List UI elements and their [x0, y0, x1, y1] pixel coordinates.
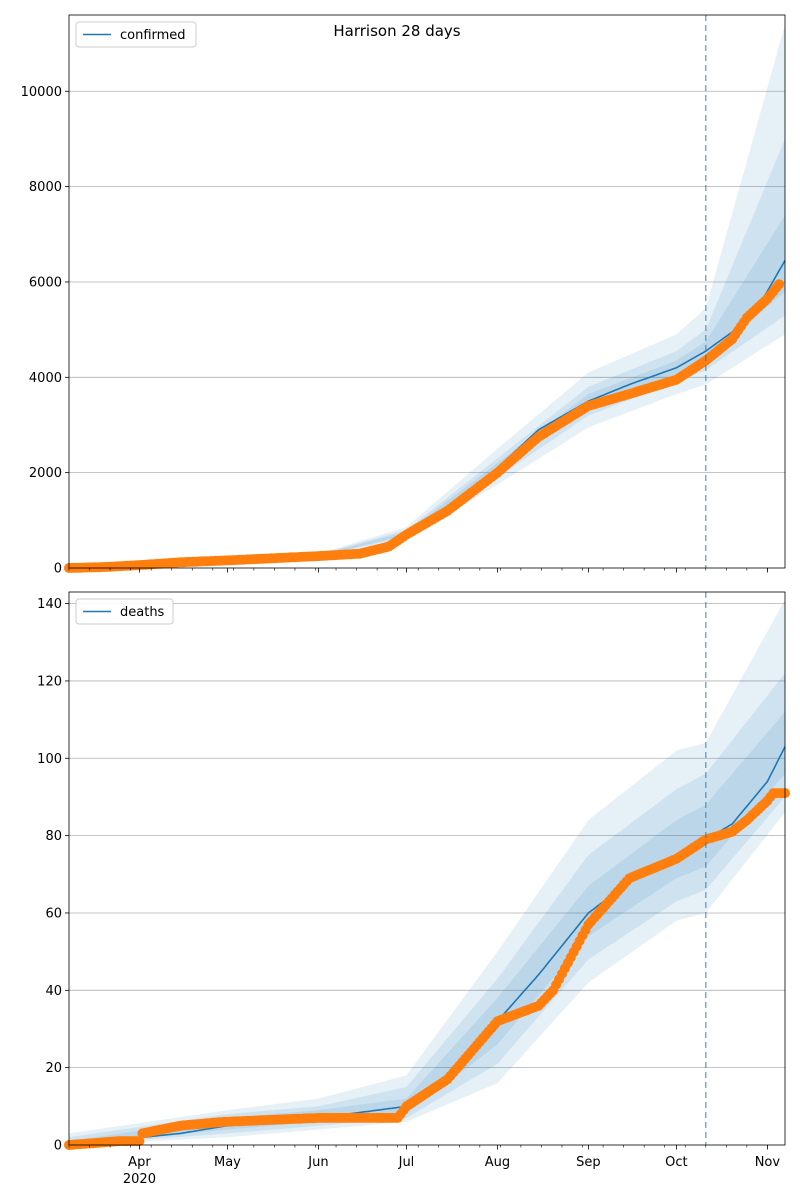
figure-title: Harrison 28 days [333, 22, 460, 40]
legend-label: confirmed [120, 28, 186, 43]
y-tick-label: 4000 [29, 371, 62, 386]
confirmed-panel: 0 2000 4000 6000 8000 10000 confirmed [21, 14, 786, 577]
y-tick-label: 10000 [21, 85, 62, 100]
confidence-band [69, 673, 785, 1145]
x-tick-label: Apr [128, 1155, 151, 1170]
axes-frame [68, 591, 786, 1146]
x-tick-label: Jul [398, 1155, 415, 1170]
y-tick-label: 8000 [29, 180, 62, 195]
observed-point [134, 1136, 145, 1147]
x-year-label: 2020 [123, 1172, 156, 1187]
x-tick-label: Sep [576, 1155, 601, 1170]
observed-point [774, 279, 785, 290]
x-tick-label: Oct [665, 1155, 687, 1170]
legend: deaths [75, 598, 174, 625]
legend-label: deaths [120, 605, 165, 620]
y-tick-label: 80 [45, 829, 62, 844]
legend-box [75, 21, 197, 48]
x-tick-label: Jun [307, 1155, 328, 1170]
y-tick-label: 100 [37, 752, 62, 767]
y-tick-label: 0 [54, 1139, 62, 1154]
y-tick-label: 0 [54, 562, 62, 577]
y-tick-label: 40 [45, 984, 62, 999]
legend: confirmed [75, 21, 197, 48]
x-tick-label: Aug [485, 1155, 510, 1170]
axes-frame [68, 14, 786, 569]
legend-box [75, 598, 174, 625]
y-tick-label: 6000 [29, 275, 62, 290]
x-tick-label: May [214, 1155, 241, 1170]
y-tick-label: 60 [45, 906, 62, 921]
y-tick-label: 120 [37, 674, 62, 689]
x-tick-label: Nov [755, 1155, 781, 1170]
y-tick-label: 140 [37, 597, 62, 612]
y-tick-label: 20 [45, 1061, 62, 1076]
y-tick-label: 2000 [29, 466, 62, 481]
deaths-panel: 0 20 40 60 80 100 120 140 Apr May Jun Jul Aug Sep Oct N… [37, 591, 790, 1187]
